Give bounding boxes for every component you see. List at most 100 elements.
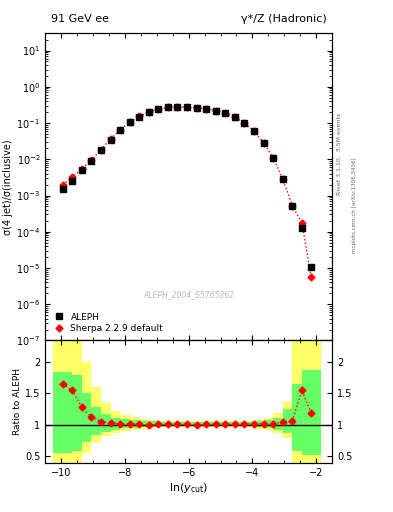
Bar — [244, 422, 264, 426]
ALEPH — [290, 203, 295, 209]
Y-axis label: Ratio to ALEPH: Ratio to ALEPH — [13, 369, 22, 435]
Bar — [149, 421, 168, 428]
Bar — [216, 422, 235, 426]
Bar — [254, 419, 273, 429]
Sherpa 2.2.9 default — [242, 120, 247, 126]
ALEPH — [299, 225, 304, 231]
Bar — [120, 420, 139, 428]
ALEPH — [70, 178, 75, 184]
Bar — [302, 370, 321, 455]
Bar — [130, 421, 149, 427]
Bar — [158, 421, 178, 427]
Sherpa 2.2.9 default — [213, 108, 218, 114]
Sherpa 2.2.9 default — [99, 146, 103, 153]
Bar — [196, 421, 216, 427]
Bar — [225, 421, 244, 427]
Sherpa 2.2.9 default — [137, 113, 141, 119]
X-axis label: $\ln(y_{\rm cut})$: $\ln(y_{\rm cut})$ — [169, 481, 208, 495]
Sherpa 2.2.9 default — [223, 110, 228, 116]
Bar — [283, 401, 302, 438]
ALEPH — [175, 104, 180, 110]
Bar — [254, 421, 273, 427]
Y-axis label: σ(4 jet)/σ(inclusive): σ(4 jet)/σ(inclusive) — [4, 139, 13, 234]
ALEPH — [156, 106, 161, 112]
Sherpa 2.2.9 default — [261, 140, 266, 146]
Bar — [244, 421, 264, 428]
ALEPH — [118, 127, 123, 133]
Bar — [63, 375, 82, 451]
Bar — [264, 417, 283, 430]
Bar — [82, 407, 101, 435]
Line: ALEPH: ALEPH — [60, 104, 314, 269]
Bar — [92, 403, 110, 436]
ALEPH — [165, 104, 170, 111]
Sherpa 2.2.9 default — [89, 157, 94, 163]
Bar — [235, 421, 254, 427]
Text: γ*/Z (Hadronic): γ*/Z (Hadronic) — [241, 14, 326, 24]
ALEPH — [61, 186, 65, 192]
Sherpa 2.2.9 default — [108, 136, 113, 142]
Bar — [196, 422, 216, 426]
Sherpa 2.2.9 default — [271, 155, 275, 161]
Sherpa 2.2.9 default — [194, 104, 199, 111]
Bar — [178, 421, 196, 427]
Legend: ALEPH, Sherpa 2.2.9 default: ALEPH, Sherpa 2.2.9 default — [50, 310, 166, 336]
ALEPH — [137, 114, 141, 120]
Sherpa 2.2.9 default — [204, 105, 209, 112]
Bar — [187, 421, 206, 427]
Text: ALEPH_2004_S5765862: ALEPH_2004_S5765862 — [143, 290, 234, 299]
Bar — [82, 387, 101, 442]
ALEPH — [233, 114, 237, 120]
Bar — [225, 422, 244, 426]
ALEPH — [242, 120, 247, 126]
Bar — [283, 410, 302, 434]
Bar — [110, 415, 130, 431]
ALEPH — [127, 119, 132, 125]
ALEPH — [79, 167, 84, 173]
ALEPH — [252, 128, 256, 134]
Bar — [292, 384, 311, 451]
ALEPH — [194, 104, 199, 111]
Sherpa 2.2.9 default — [118, 126, 123, 133]
Sherpa 2.2.9 default — [299, 220, 304, 226]
Text: Rivet 3.1.10,  3.5M events: Rivet 3.1.10, 3.5M events — [337, 113, 342, 195]
ALEPH — [213, 108, 218, 114]
ALEPH — [271, 155, 275, 161]
ALEPH — [147, 109, 151, 115]
Bar — [302, 340, 321, 463]
Sherpa 2.2.9 default — [147, 109, 151, 115]
Sherpa 2.2.9 default — [175, 104, 180, 110]
Bar — [178, 422, 196, 426]
Sherpa 2.2.9 default — [252, 128, 256, 134]
Bar — [101, 411, 120, 433]
Sherpa 2.2.9 default — [127, 119, 132, 125]
Sherpa 2.2.9 default — [280, 176, 285, 182]
Bar — [72, 362, 92, 453]
Bar — [264, 420, 283, 428]
Sherpa 2.2.9 default — [70, 174, 75, 180]
Bar — [187, 422, 206, 426]
Sherpa 2.2.9 default — [165, 104, 170, 111]
Bar — [273, 413, 292, 434]
Sherpa 2.2.9 default — [79, 165, 84, 172]
Bar — [273, 418, 292, 430]
Bar — [63, 340, 82, 463]
ALEPH — [309, 264, 314, 270]
Sherpa 2.2.9 default — [156, 106, 161, 112]
Bar — [92, 414, 110, 432]
Bar — [216, 421, 235, 427]
Bar — [139, 421, 158, 426]
Sherpa 2.2.9 default — [233, 114, 237, 120]
Bar — [110, 419, 130, 429]
Sherpa 2.2.9 default — [185, 104, 189, 110]
ALEPH — [99, 147, 103, 153]
Line: Sherpa 2.2.9 default: Sherpa 2.2.9 default — [60, 104, 314, 280]
Bar — [130, 419, 149, 429]
ALEPH — [223, 110, 228, 116]
ALEPH — [89, 158, 94, 164]
Bar — [72, 394, 92, 442]
Bar — [206, 421, 225, 427]
Bar — [53, 372, 72, 453]
Bar — [168, 422, 187, 426]
Bar — [158, 422, 178, 426]
